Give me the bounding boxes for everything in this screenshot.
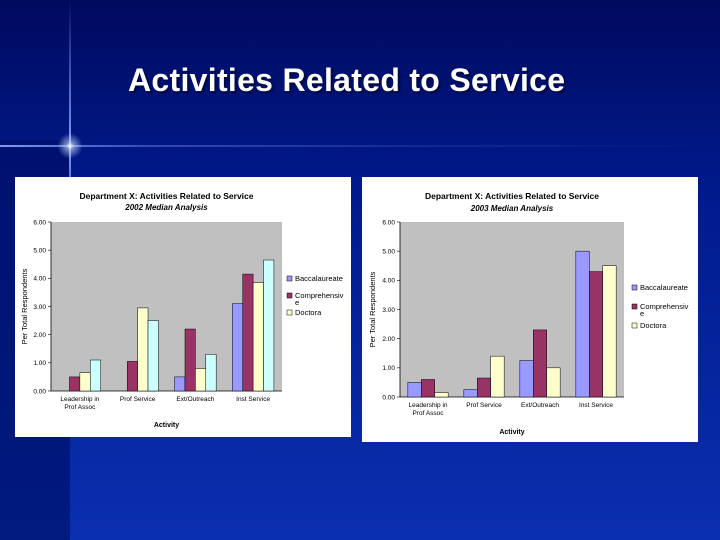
chart-2003-category-label: Prof Assoc <box>412 410 444 417</box>
chart-2002-subtitle: 2002 Median Analysis <box>124 203 208 212</box>
chart-2002-y-tick-label: 3.00 <box>33 304 46 311</box>
chart-2002-bar <box>205 354 217 392</box>
chart-2002-title: Department X: Activities Related to Serv… <box>80 191 254 201</box>
chart-2003-y-tick-label: 5.00 <box>382 248 395 255</box>
chart-2003-legend-swatch <box>631 303 638 310</box>
chart-2002-legend-label: Comprehensiv <box>295 291 344 300</box>
chart-2002-category-label: Ext/Outreach <box>176 396 214 403</box>
chart-2002-y-axis-label: Per Total Respondents <box>20 268 29 344</box>
chart-2002-bar <box>252 282 264 392</box>
chart-2002-category-label: Inst Service <box>236 396 270 403</box>
chart-2003-y-tick-label: 3.00 <box>382 307 395 314</box>
chart-2003-bar <box>533 329 547 398</box>
chart-2002-bar <box>195 368 207 392</box>
chart-2002-bar <box>137 307 149 392</box>
chart-2002-legend-swatch <box>286 292 293 299</box>
chart-2003-legend-label: Doctora <box>640 321 667 330</box>
chart-2003-y-tick-label: 1.00 <box>382 365 395 372</box>
chart-2003-bar <box>575 250 590 398</box>
chart-2002-y-tick-label: 4.00 <box>33 276 46 283</box>
chart-2003-bar <box>546 367 561 398</box>
chart-2002-legend-swatch <box>286 309 293 316</box>
chart-2002-bar <box>242 273 254 392</box>
chart-2003-bar <box>589 271 603 398</box>
chart-2003-category-label: Leadership in <box>408 402 447 409</box>
chart-2002-bar <box>69 376 81 392</box>
chart-2003-legend-label: e <box>640 309 644 318</box>
chart-2003-bar <box>407 382 422 398</box>
chart-2002-y-tick-label: 2.00 <box>33 332 46 339</box>
chart-2002-svg: Department X: Activities Related to Serv… <box>20 191 344 429</box>
chart-2003-legend-swatch <box>631 322 638 329</box>
chart-2003-category-label: Ext/Outreach <box>521 402 559 409</box>
chart-2002-bar <box>90 359 101 392</box>
chart-2003-bar <box>477 377 491 398</box>
chart-2003-bar <box>490 355 505 398</box>
chart-2002-bar <box>174 376 186 392</box>
chart-2003-legend-swatch <box>631 284 638 291</box>
chart-2003-y-tick-label: 6.00 <box>382 219 395 226</box>
chart-2002-bar <box>126 361 138 392</box>
chart-2002-category-label: Leadership in <box>60 396 99 403</box>
decorative-star <box>55 131 85 161</box>
chart-2002-bar <box>263 259 275 392</box>
chart-2003-title: Department X: Activities Related to Serv… <box>425 191 599 201</box>
chart-2002-y-tick-label: 0.00 <box>33 388 46 395</box>
chart-2003-subtitle: 2003 Median Analysis <box>470 204 554 213</box>
chart-2002-legend-label: e <box>295 298 299 307</box>
chart-2003-y-tick-label: 0.00 <box>382 394 395 401</box>
chart-2002-x-axis-label: Activity <box>154 422 179 429</box>
chart-2003-bar <box>519 360 534 398</box>
chart-2003-legend-label: Baccalaureate <box>640 283 688 292</box>
chart-2002: Department X: Activities Related to Serv… <box>15 177 351 437</box>
chart-2003-y-axis-label: Per Total Respondents <box>368 271 377 347</box>
chart-2003-bar <box>463 389 478 398</box>
chart-2002-bar <box>184 328 196 392</box>
chart-2003-y-tick-label: 4.00 <box>382 278 395 285</box>
chart-2003-y-tick-label: 2.00 <box>382 336 395 343</box>
chart-2002-category-label: Prof Assoc <box>64 404 96 411</box>
chart-2002-category-label: Prof Service <box>120 396 156 403</box>
slide-title: Activities Related to Service <box>128 62 566 98</box>
chart-2002-legend-label: Baccalaureate <box>295 274 343 283</box>
chart-2003: Department X: Activities Related to Serv… <box>362 177 698 442</box>
chart-2002-y-tick-label: 6.00 <box>33 219 46 226</box>
chart-2002-bar <box>147 320 159 392</box>
chart-2003-legend-label: Comprehensiv <box>640 302 689 311</box>
chart-2003-bar <box>602 265 617 398</box>
chart-2002-legend-swatch <box>286 275 293 282</box>
chart-2003-svg: Department X: Activities Related to Serv… <box>368 191 689 436</box>
chart-2003-category-label: Inst Service <box>579 402 613 409</box>
chart-2002-y-tick-label: 5.00 <box>33 247 46 254</box>
chart-2002-legend-label: Doctora <box>295 308 322 317</box>
chart-2002-bar <box>232 303 243 392</box>
chart-2003-category-label: Prof Service <box>466 402 502 409</box>
chart-2003-bar <box>434 392 449 398</box>
chart-2003-x-axis-label: Activity <box>499 429 524 436</box>
chart-2003-bar <box>421 379 435 398</box>
decorative-line-horizontal <box>0 145 720 147</box>
chart-2002-y-tick-label: 1.00 <box>33 360 46 367</box>
chart-2002-bar <box>79 372 91 392</box>
